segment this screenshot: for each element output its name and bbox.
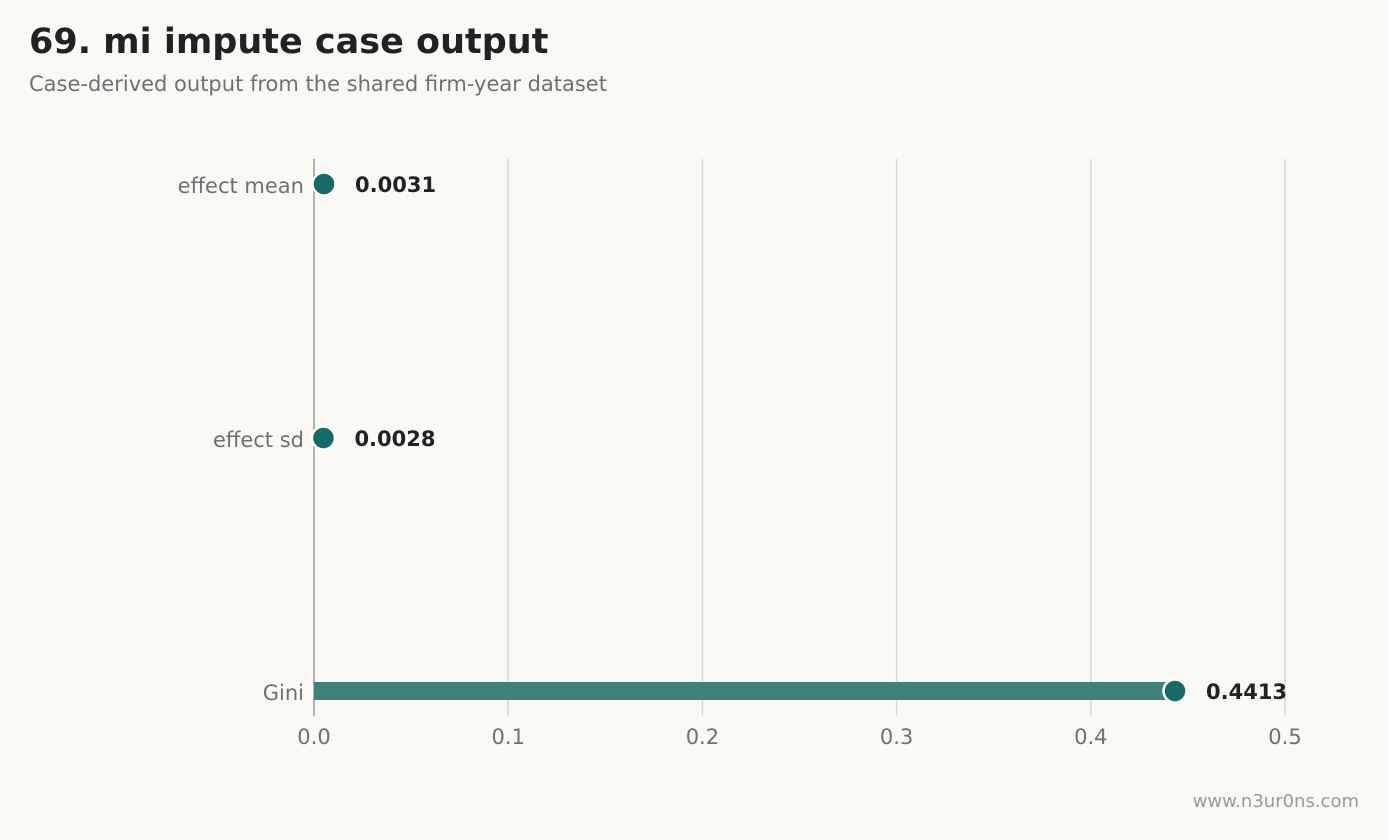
dots — [310, 171, 1188, 704]
chart-title: 69. mi impute case output — [29, 22, 549, 62]
data-point — [311, 171, 337, 197]
bar — [314, 682, 1172, 700]
chart-subtitle: Case-derived output from the shared firm… — [29, 72, 607, 96]
category-label: Gini — [263, 681, 304, 705]
value-label: 0.4413 — [1206, 680, 1287, 704]
category-labels: effect mean effect sd Gini — [178, 174, 304, 705]
x-tick-labels: 0.0 0.1 0.2 0.3 0.4 0.5 — [297, 725, 1301, 749]
watermark: www.n3ur0ns.com — [1192, 791, 1359, 812]
bars — [314, 175, 1172, 700]
category-label: effect mean — [178, 174, 304, 198]
data-point — [1162, 678, 1188, 704]
value-label: 0.0028 — [354, 427, 435, 451]
value-label: 0.0031 — [355, 173, 436, 197]
x-tick-label: 0.4 — [1074, 725, 1107, 749]
value-labels: 0.0031 0.0028 0.4413 — [354, 173, 1287, 704]
x-tick-label: 0.0 — [297, 725, 330, 749]
x-tick-label: 0.3 — [880, 725, 913, 749]
x-tick-label: 0.1 — [491, 725, 524, 749]
gridlines — [507, 159, 1286, 716]
data-point — [310, 425, 337, 451]
x-tick-label: 0.5 — [1268, 725, 1301, 749]
category-label: effect sd — [213, 428, 304, 452]
x-tick-label: 0.2 — [686, 725, 719, 749]
